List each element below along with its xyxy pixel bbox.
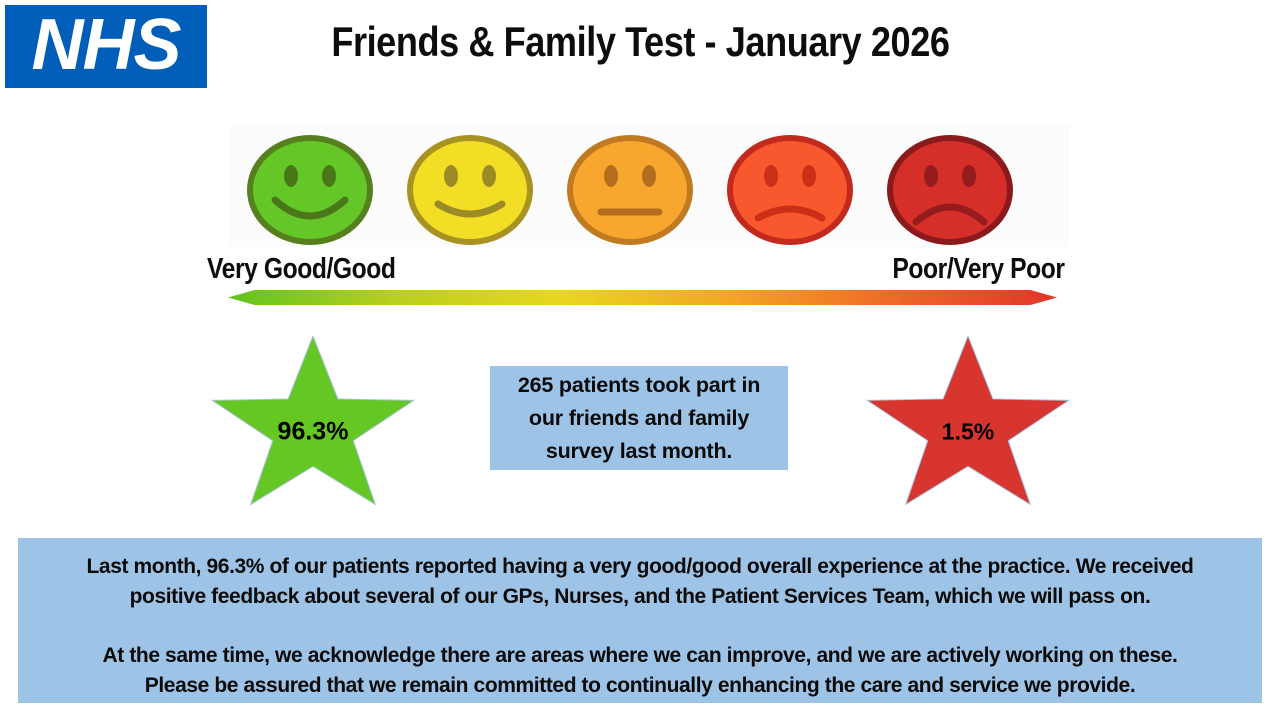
green-star-icon <box>210 336 416 506</box>
negative-score-star: 1.5% <box>862 336 1074 513</box>
negative-score-value: 1.5% <box>941 418 995 445</box>
smiley-scale <box>245 134 1015 246</box>
nhs-logo: NHS <box>5 5 207 88</box>
nhs-logo-text: NHS <box>31 4 181 85</box>
summary-line: Last month, 96.3% of our patients report… <box>86 555 1194 578</box>
page-title: Friends & Family Test - January 2026 <box>0 18 1280 66</box>
very-happy-face-icon <box>247 135 373 245</box>
page-title-text: Friends & Family Test - January 2026 <box>330 18 950 65</box>
happy-face-icon <box>407 135 533 245</box>
participation-info-box: 265 patients took part in our friends an… <box>490 366 788 470</box>
summary-line: Please be assured that we remain committ… <box>144 674 1136 697</box>
scale-label-positive: Very Good/Good <box>207 253 396 285</box>
very-unhappy-face-icon <box>887 135 1013 245</box>
participation-line: our friends and family <box>528 405 750 430</box>
summary-line: positive feedback about several of our G… <box>129 585 1151 608</box>
participation-line: survey last month. <box>545 438 733 463</box>
positive-score-star: 96.3% <box>207 336 419 513</box>
participation-line: 265 patients took part in <box>517 372 761 397</box>
unhappy-face-icon <box>727 135 853 245</box>
positive-score-value: 96.3% <box>277 417 349 446</box>
summary-text-box: Last month, 96.3% of our patients report… <box>18 538 1262 703</box>
rating-gradient-arrow <box>228 290 1057 305</box>
scale-label-negative: Poor/Very Poor <box>892 253 1066 285</box>
summary-line: At the same time, we acknowledge there a… <box>102 644 1178 667</box>
neutral-face-icon <box>567 135 693 245</box>
red-star-icon <box>865 336 1071 506</box>
